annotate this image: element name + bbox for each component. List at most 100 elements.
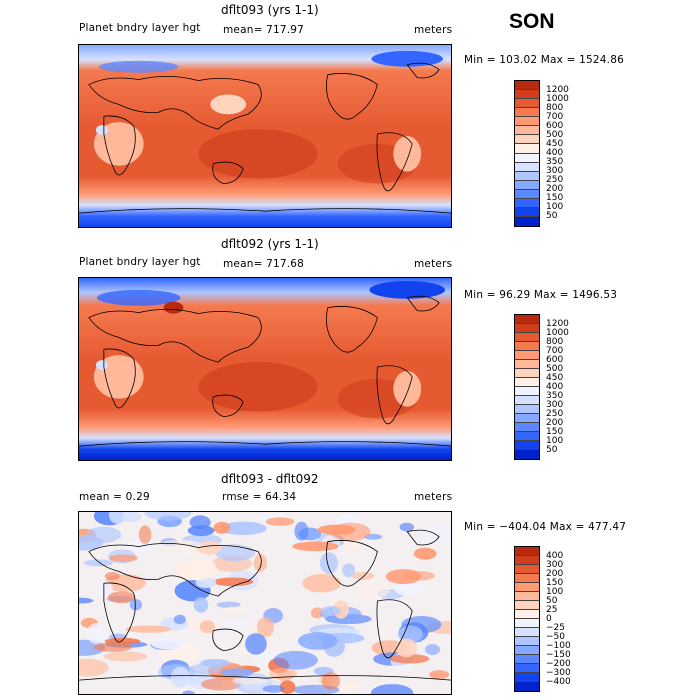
colorbar-swatch (515, 637, 539, 646)
diff-blob (125, 625, 172, 633)
colorbar-label: −150 (546, 649, 571, 660)
colorbar-swatch (515, 198, 539, 208)
diff-blob (103, 651, 148, 662)
colorbar-label: 600 (546, 120, 564, 131)
colorbar-label: 1200 (546, 318, 569, 329)
panel3-mean: mean = 0.29 (79, 491, 150, 503)
panel3-minmax: Min = −404.04 Max = 477.47 (464, 521, 627, 533)
panel1-map-svg (79, 45, 451, 227)
panel2-colorbar (514, 314, 540, 460)
diff-blob (232, 677, 268, 685)
diff-blob (253, 553, 268, 572)
diff-blob (187, 525, 215, 537)
colorbar-swatch (515, 342, 539, 351)
diff-blob (213, 521, 231, 534)
colorbar-swatch (515, 565, 539, 574)
colorbar-label: −400 (546, 676, 571, 687)
diff-blob (83, 559, 114, 567)
panel2-title: dflt092 (yrs 1-1) (221, 237, 319, 251)
colorbar-swatch (515, 369, 539, 378)
colorbar-swatch (515, 144, 539, 154)
diff-blob (256, 616, 275, 638)
panel2-minmax: Min = 96.29 Max = 1496.53 (464, 289, 618, 301)
diff-blob (108, 554, 138, 562)
colorbar-label: 500 (546, 129, 564, 140)
diff-blob (273, 650, 318, 670)
colorbar-swatch (515, 315, 539, 324)
colorbar-swatch (515, 673, 539, 682)
panel1-title: dflt093 (yrs 1-1) (221, 3, 319, 17)
colorbar-label: −50 (546, 631, 565, 642)
colorbar-swatch (515, 664, 539, 673)
diff-blob (170, 666, 190, 688)
diff-blob (220, 668, 255, 677)
diff-blob (395, 638, 418, 658)
colorbar-swatch (515, 547, 539, 556)
colorbar-label: 350 (546, 157, 564, 168)
colorbar-label: 200 (546, 417, 564, 428)
colorbar-label: 400 (546, 550, 564, 561)
panel3-map (78, 511, 452, 695)
panel1-minmax: Min = 103.02 Max = 1524.86 (464, 54, 624, 66)
diff-blob (219, 521, 267, 535)
colorbar-label: −100 (546, 640, 571, 651)
panel2-mean: mean= 717.68 (223, 258, 305, 270)
panel3-units: meters (414, 491, 453, 503)
diff-blob (159, 539, 202, 550)
colorbar-label: 1200 (546, 84, 569, 95)
colorbar-label: 300 (546, 559, 564, 570)
diff-blob (245, 633, 267, 655)
colorbar-swatch (515, 583, 539, 592)
diff-blob (173, 614, 186, 625)
diff-blob (413, 547, 437, 560)
colorbar-label: 1000 (546, 327, 569, 338)
colorbar-swatch (515, 162, 539, 172)
diff-blob (96, 580, 113, 596)
diff-blob (107, 591, 136, 604)
colorbar-label: 250 (546, 175, 564, 186)
colorbar-swatch (515, 601, 539, 610)
colorbar-swatch (515, 135, 539, 145)
colorbar-swatch (515, 441, 539, 450)
diff-blob (175, 558, 218, 581)
diff-blob (404, 570, 436, 581)
colorbar-swatch (515, 117, 539, 127)
colorbar-label: 200 (546, 184, 564, 195)
colorbar-swatch (515, 405, 539, 414)
colorbar-label: 300 (546, 166, 564, 177)
colorbar-label: 0 (546, 613, 552, 624)
panel1-map (78, 44, 452, 228)
colorbar-swatch (515, 610, 539, 619)
panel3-rmse: rmse = 64.34 (222, 491, 297, 503)
colorbar-label: 400 (546, 381, 564, 392)
colorbar-label: 800 (546, 102, 564, 113)
panel3-title: dflt093 - dflt092 (221, 472, 319, 486)
diff-blob (370, 684, 414, 694)
colorbar-swatch (515, 189, 539, 199)
colorbar-swatch (515, 333, 539, 342)
diff-blob (320, 605, 341, 616)
colorbar-swatch (515, 423, 539, 432)
panel1-mean: mean= 717.97 (223, 24, 305, 36)
diff-blob (297, 632, 338, 650)
colorbar-label: 450 (546, 138, 564, 149)
diff-blob (321, 672, 341, 691)
diff-blob (200, 677, 242, 691)
diff-blob (352, 581, 390, 600)
colorbar-label: 700 (546, 111, 564, 122)
colorbar-swatch (515, 90, 539, 100)
panel2-map (78, 277, 452, 461)
diff-blob (199, 620, 215, 634)
colorbar-label: 350 (546, 390, 564, 401)
diff-blob (122, 512, 142, 522)
colorbar-label: 50 (546, 595, 558, 606)
colorbar-label: 50 (546, 444, 558, 455)
colorbar-label: 100 (546, 202, 564, 213)
colorbar-label: 450 (546, 372, 564, 383)
colorbar-swatch (515, 574, 539, 583)
colorbar-swatch (515, 556, 539, 565)
diff-blob (215, 544, 255, 562)
diff-blob (93, 642, 133, 652)
panel2-units: meters (414, 258, 453, 270)
colorbar-swatch (515, 108, 539, 118)
